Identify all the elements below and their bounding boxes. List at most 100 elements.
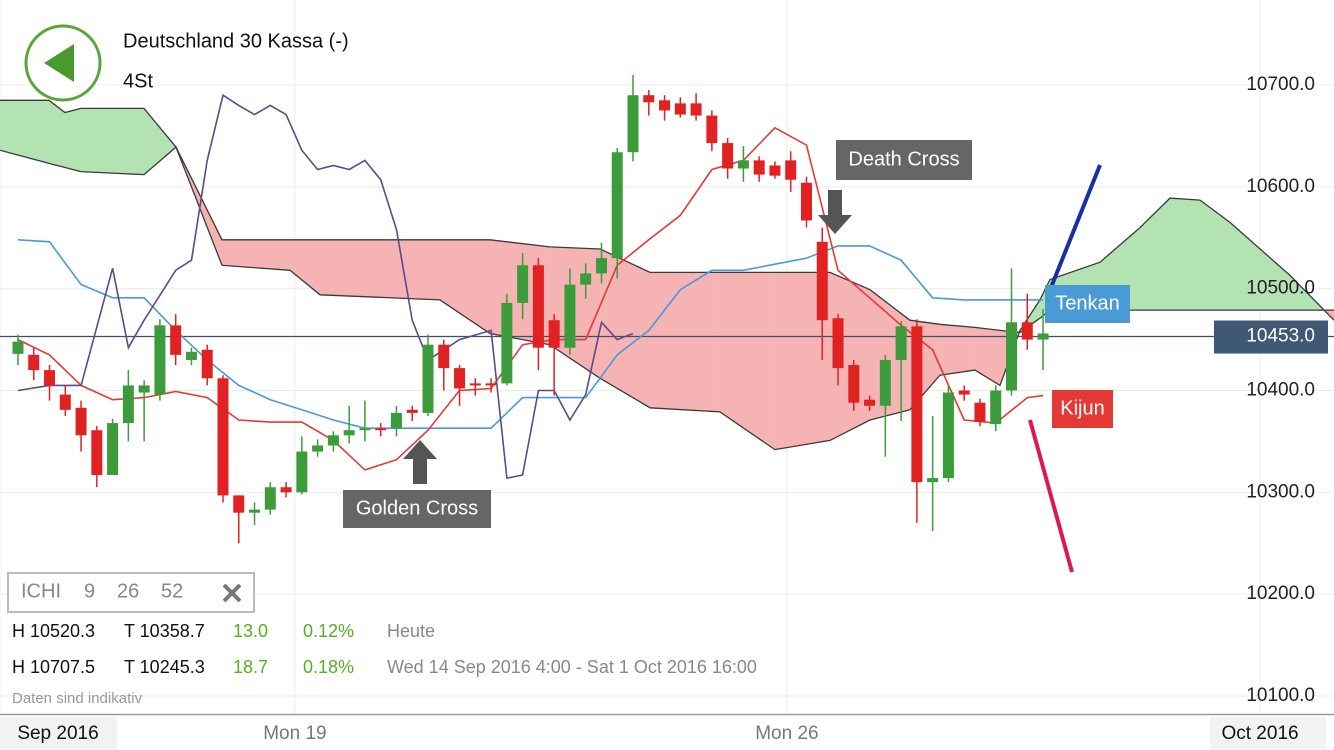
candle-body (769, 165, 781, 176)
candle-body (375, 428, 387, 431)
candle-body (1021, 322, 1033, 340)
cloud-fill (222, 239, 290, 271)
candle-body (1005, 322, 1017, 391)
annotation: Golden Cross (356, 497, 478, 519)
series-label: Tenkan (1055, 292, 1120, 314)
y-tick-label: 10600.0 (1246, 176, 1315, 197)
time-axis (0, 714, 1334, 750)
annotation: Death Cross (848, 148, 959, 170)
trend-arrow (1028, 419, 1074, 573)
x-tick-label: Mon 19 (263, 723, 326, 744)
candle-body (154, 325, 166, 395)
cloud-fill (939, 324, 975, 376)
candle-body (170, 325, 182, 355)
candle-body (690, 103, 702, 116)
cloud-fill (80, 108, 144, 175)
candle-body (469, 383, 481, 386)
candle-body (532, 265, 544, 348)
stat-high: H 10520.3 (12, 621, 95, 641)
candle-body (864, 399, 876, 406)
instrument-title: Deutschland 30 Kassa (-) (123, 30, 349, 52)
candle-body (1037, 333, 1049, 340)
plot (0, 0, 1334, 714)
indicator-line (17, 93, 634, 480)
candle-body (122, 385, 134, 424)
back-icon[interactable] (44, 44, 74, 82)
candle-body (517, 265, 529, 303)
candle-body (722, 143, 734, 169)
cloud-fill (1200, 200, 1231, 311)
x-tick-label: Oct 2016 (1221, 723, 1298, 744)
candle-body (296, 451, 308, 493)
stat-high: H 10707.5 (12, 657, 95, 677)
cloud-fill (0, 100, 49, 164)
cloud-fill (320, 239, 440, 300)
cloud-fill (974, 327, 1000, 386)
stat-change: 13.0 (233, 621, 268, 641)
candle-body (264, 487, 276, 510)
candle-body (501, 302, 513, 384)
candle-body (406, 409, 418, 413)
candle-body (879, 359, 891, 406)
indicator-name: ICHI (21, 580, 61, 602)
candle-body (611, 152, 623, 259)
candle-body (28, 354, 40, 371)
annotation-box (343, 490, 491, 528)
candle-body (737, 160, 749, 169)
cloud-fill (1230, 222, 1290, 311)
candle-body (327, 435, 339, 446)
cloud-fill (440, 239, 490, 334)
candle-body (659, 100, 671, 111)
candle-body (59, 394, 71, 410)
candle-body (107, 423, 119, 476)
y-tick-label: 10400.0 (1246, 380, 1315, 401)
candle-body (217, 378, 229, 496)
candle-body (927, 478, 939, 483)
candle-body (249, 509, 261, 513)
indicator-param: 26 (117, 580, 139, 602)
candle-body (548, 320, 560, 348)
candle-body (785, 160, 797, 180)
annotation-arrow (403, 440, 437, 484)
candle-body (643, 95, 655, 103)
cloud-fill (49, 100, 65, 168)
series-label-box (1052, 390, 1113, 428)
candle-body (44, 370, 56, 386)
candle-body (816, 241, 828, 321)
candle-body (990, 390, 1002, 425)
trend-arrow (1048, 164, 1102, 291)
indicator-box[interactable] (7, 572, 255, 613)
annotation-box (836, 140, 972, 180)
candle-body (201, 349, 213, 379)
indicator-param: 52 (161, 580, 183, 602)
candle-body (390, 412, 402, 429)
candle-body (958, 390, 970, 395)
candle-body (138, 385, 150, 393)
current-price-label: 10453.0 (1246, 326, 1315, 347)
annotation-arrow (818, 190, 852, 234)
interval: 4St (123, 70, 153, 92)
cloud-fill (290, 239, 320, 295)
candle-body (800, 182, 812, 221)
candle-body (91, 430, 103, 476)
series-label-box (1045, 285, 1130, 323)
candle-body (832, 318, 844, 369)
candle-body (706, 115, 718, 144)
y-tick-label: 10500.0 (1246, 278, 1315, 299)
stat-period: Wed 14 Sep 2016 4:00 - Sat 1 Oct 2016 16… (387, 657, 757, 677)
candle-body (359, 428, 371, 431)
cloud-line (0, 146, 1334, 334)
stat-low: T 10245.3 (124, 657, 205, 677)
candle-body (485, 383, 497, 386)
candle-body (12, 341, 24, 354)
y-tick-label: 10700.0 (1246, 74, 1315, 95)
close-indicator[interactable] (222, 583, 242, 603)
y-tick-label: 10300.0 (1246, 481, 1315, 502)
candle-body (911, 326, 923, 483)
candle-body (564, 284, 576, 348)
cloud-fill (65, 108, 81, 172)
cloud-fill (1170, 198, 1200, 311)
indicator-line (17, 239, 1043, 429)
cloud-line (0, 99, 1334, 451)
